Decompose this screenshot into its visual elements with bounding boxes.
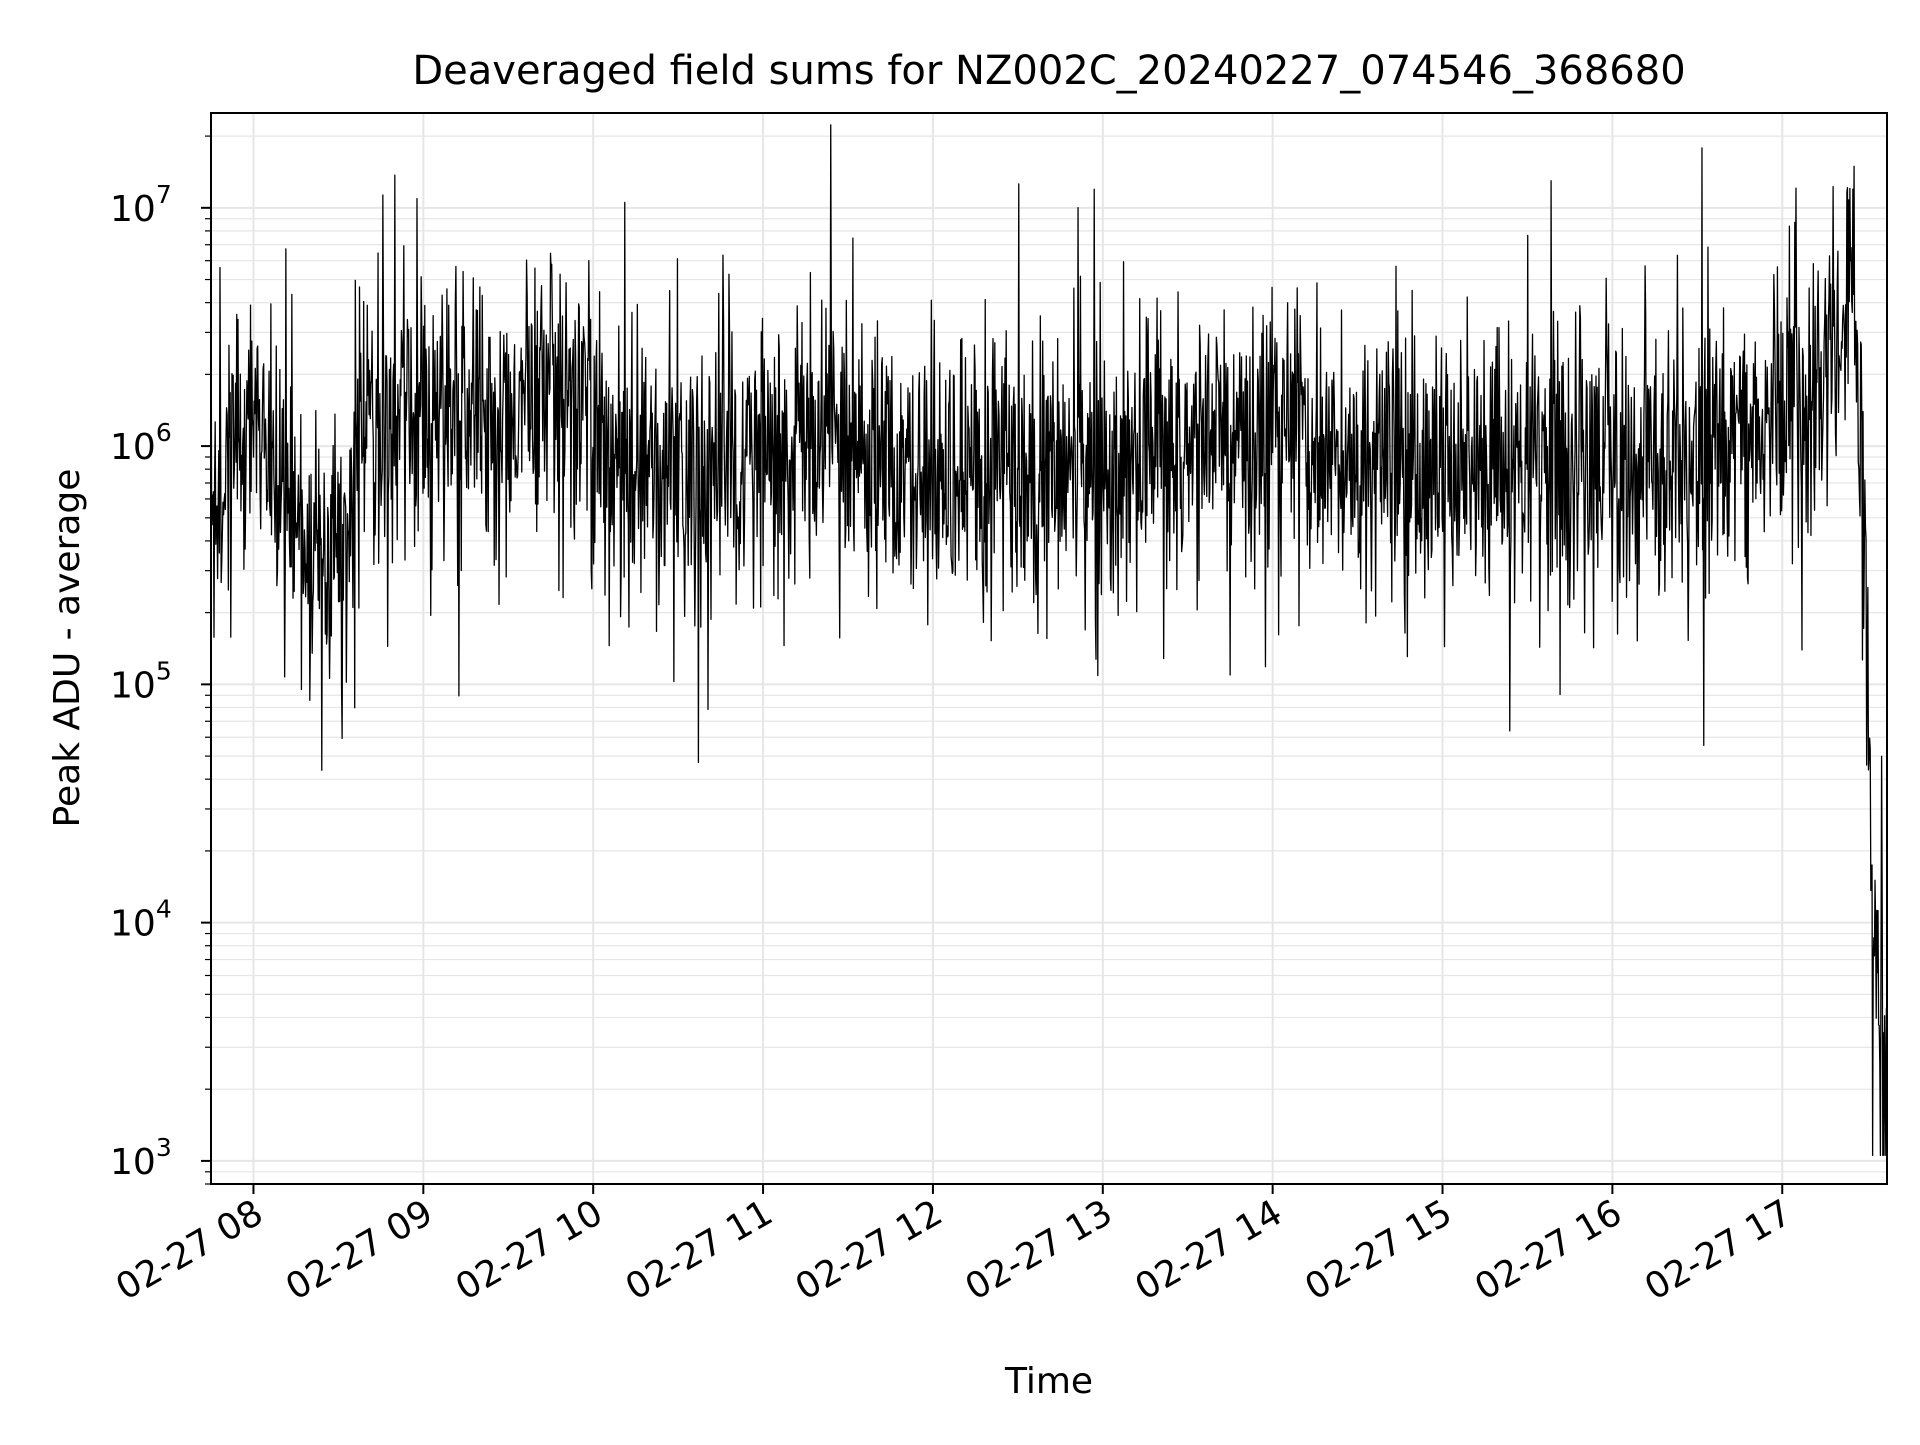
y-tick-base: 10	[110, 189, 156, 230]
y-tick-exponent: 6	[156, 418, 172, 447]
y-tick-base: 10	[110, 427, 156, 468]
y-tick-label: 107	[110, 180, 172, 230]
y-tick-exponent: 4	[156, 895, 172, 924]
series-line	[210, 124, 1888, 1157]
data-layer	[210, 124, 1888, 1157]
y-tick-exponent: 5	[156, 656, 172, 685]
y-tick-label: 103	[110, 1133, 172, 1183]
plot-frame	[210, 112, 1888, 1185]
y-tick-base: 10	[110, 904, 156, 945]
y-tick-label: 104	[110, 895, 172, 945]
x-axis-label: Time	[1004, 1361, 1093, 1402]
y-axis-label: Peak ADU - average	[47, 469, 88, 828]
y-tick-label: 105	[110, 656, 172, 706]
y-tick-exponent: 3	[156, 1133, 172, 1162]
y-tick-base: 10	[110, 665, 156, 706]
y-tick-label: 106	[110, 418, 172, 468]
y-tick-base: 10	[110, 1142, 156, 1183]
chart-title: Deaveraged field sums for NZ002C_2024022…	[412, 48, 1685, 94]
y-tick-exponent: 7	[156, 180, 172, 209]
